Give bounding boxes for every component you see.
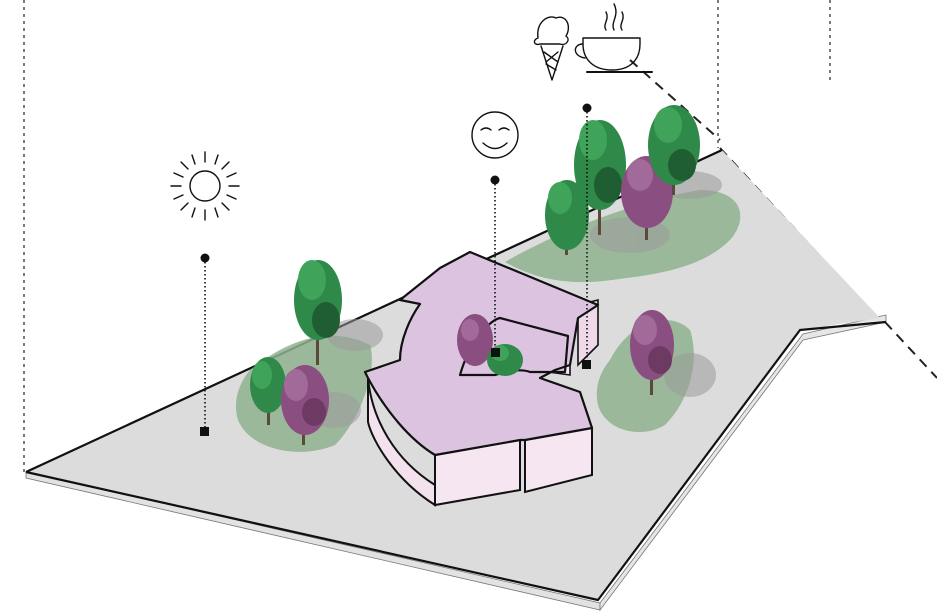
tree-top-3 [648, 105, 700, 195]
tree-courtyard-purple [457, 314, 493, 366]
trees [250, 105, 700, 445]
shadow-4 [664, 353, 716, 397]
ground-front-edge [25, 320, 887, 602]
smiley-marker [490, 175, 500, 357]
tree-left-back [294, 260, 342, 365]
coffee-cup-icon [574, 3, 653, 73]
boundary-dash-top [629, 59, 721, 141]
sun-icon [170, 151, 240, 221]
cafe-marker [582, 103, 592, 369]
smiley-icon [471, 111, 519, 159]
boundary-dash-far-right [884, 321, 937, 379]
tree-left-front-green [250, 357, 286, 425]
tree-left-front-purple [281, 365, 329, 445]
markers [200, 103, 592, 436]
tree-right-purple [630, 310, 674, 395]
ice-cream-icon [533, 16, 570, 81]
tree-top-1 [545, 180, 589, 255]
sun-marker [200, 253, 210, 436]
shadow-1 [327, 319, 383, 351]
tree-top-2 [574, 120, 626, 235]
